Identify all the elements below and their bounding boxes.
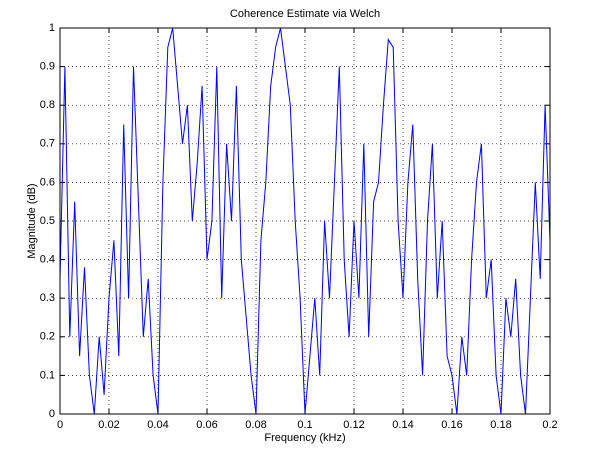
y-tick-label: 0: [49, 408, 55, 420]
plot-frame: [59, 27, 551, 415]
x-axis-label: Frequency (kHz): [264, 432, 345, 444]
x-tick-label: 0.1: [297, 419, 312, 431]
y-tick-label: 0.7: [40, 138, 55, 150]
x-tick-label: 0.14: [392, 419, 413, 431]
chart-title: Coherence Estimate via Welch: [230, 8, 380, 20]
x-tick-label: 0.18: [490, 419, 511, 431]
y-tick-label: 0.6: [40, 176, 55, 188]
x-tick-label: 0.12: [343, 419, 364, 431]
y-tick-label: 0.9: [40, 61, 55, 73]
x-tick-label: 0.16: [441, 419, 462, 431]
y-axis-label: Magnitude (dB): [26, 183, 38, 258]
x-tick-label: 0.06: [196, 419, 217, 431]
y-tick-label: 0.4: [40, 254, 55, 266]
y-tick-label: 0.8: [40, 99, 55, 111]
x-tick-label: 0: [57, 419, 63, 431]
y-tick-label: 0.2: [40, 331, 55, 343]
x-tick-label: 0.2: [542, 419, 557, 431]
x-tick-label: 0.04: [147, 419, 168, 431]
y-tick-label: 1: [49, 22, 55, 34]
y-tick-label: 0.5: [40, 215, 55, 227]
x-tick-label: 0.08: [245, 419, 266, 431]
x-tick-label: 0.02: [98, 419, 119, 431]
y-tick-label: 0.3: [40, 292, 55, 304]
y-tick-label: 0.1: [40, 369, 55, 381]
